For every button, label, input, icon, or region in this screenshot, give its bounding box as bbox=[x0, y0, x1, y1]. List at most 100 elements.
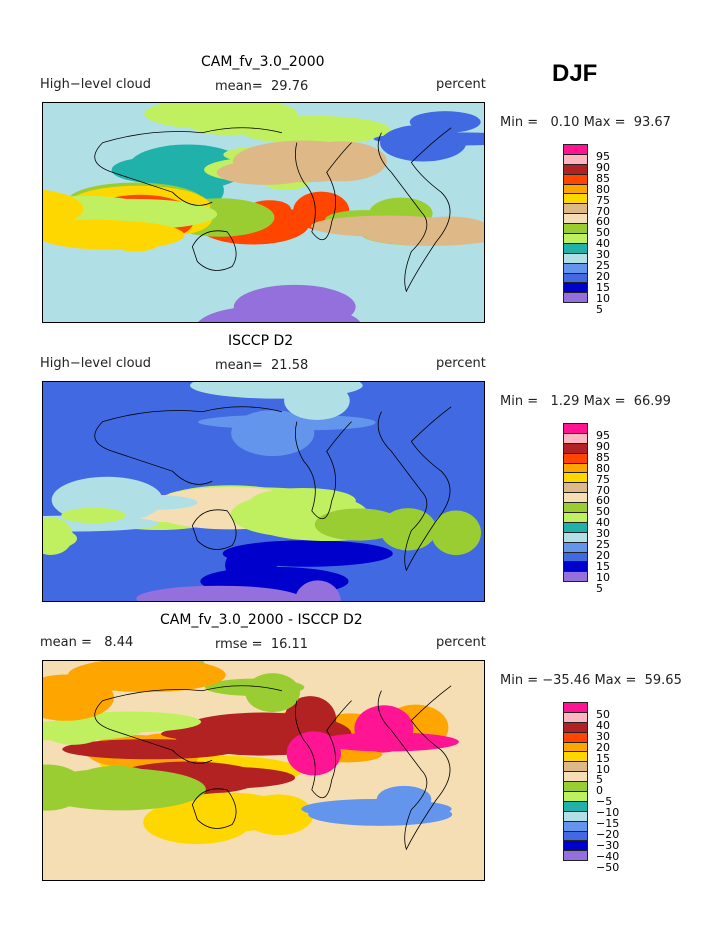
contour-map bbox=[42, 660, 485, 881]
contour-region bbox=[376, 785, 432, 813]
coastlines bbox=[94, 685, 452, 851]
colorbar-level-label: −30 bbox=[596, 838, 620, 852]
colorbar-level-label: 95 bbox=[596, 150, 610, 163]
colorbar-level-label: −20 bbox=[596, 827, 620, 841]
colorbar-level-label: 5 bbox=[596, 773, 603, 787]
contour-region bbox=[58, 711, 202, 733]
colorbar-level-label: 75 bbox=[596, 193, 610, 207]
colorbar-level-label: 0 bbox=[596, 784, 603, 798]
colorbar-level-label: 30 bbox=[596, 527, 610, 541]
mean-label: mean= 29.76 bbox=[215, 79, 309, 94]
colorbar bbox=[563, 702, 588, 862]
colorbar-level-label: 10 bbox=[596, 570, 610, 584]
contour-region bbox=[232, 140, 375, 183]
colorbar-level-label: 15 bbox=[596, 280, 610, 294]
colorbar-level-label: 5 bbox=[596, 581, 603, 595]
colorbar-level-label: 90 bbox=[596, 160, 610, 174]
contour-region bbox=[190, 382, 363, 399]
contour-region bbox=[314, 508, 403, 541]
contour-region bbox=[61, 507, 126, 524]
colorbar bbox=[563, 144, 588, 304]
colorbar-level-label: −15 bbox=[596, 817, 620, 830]
contour-region bbox=[243, 794, 314, 836]
contour-region bbox=[225, 546, 277, 584]
colorbar-swatch bbox=[563, 571, 588, 583]
colorbar-level-label: 10 bbox=[596, 762, 610, 776]
colorbar-level-label: 80 bbox=[596, 461, 610, 475]
colorbar-level-label: 20 bbox=[596, 269, 610, 283]
colorbar-level-label: 50 bbox=[596, 708, 610, 721]
contour-region bbox=[43, 189, 84, 228]
colorbar-level-label: 15 bbox=[596, 751, 610, 765]
variable-label: mean = 8.44 bbox=[40, 635, 134, 650]
units-label: percent bbox=[436, 356, 486, 371]
contour-region bbox=[143, 800, 251, 845]
colorbar-level-label: 80 bbox=[596, 182, 610, 196]
contour-region bbox=[380, 124, 467, 162]
colorbar-level-label: −10 bbox=[596, 806, 620, 820]
colorbar-level-label: 95 bbox=[596, 429, 610, 442]
colorbar-level-label: 25 bbox=[596, 538, 610, 551]
coastlines bbox=[94, 406, 452, 572]
colorbar-swatch bbox=[563, 850, 588, 862]
contour-region bbox=[43, 517, 73, 555]
colorbar-level-label: 50 bbox=[596, 226, 610, 240]
coastlines bbox=[94, 127, 452, 293]
panel-title: CAM_fv_3.0_2000 bbox=[201, 54, 325, 70]
variable-label: High−level cloud bbox=[40, 356, 152, 371]
contour-map bbox=[42, 381, 485, 602]
colorbar-level-label: 75 bbox=[596, 472, 610, 486]
colorbar-level-label: 15 bbox=[596, 559, 610, 573]
colorbar-level-label: 90 bbox=[596, 439, 610, 453]
colorbar-level-label: 85 bbox=[596, 171, 610, 185]
contour-region bbox=[118, 495, 198, 510]
colorbar bbox=[563, 423, 588, 583]
colorbar-level-label: 60 bbox=[596, 215, 610, 229]
mean-label: mean= 21.58 bbox=[215, 358, 309, 373]
min-max-label: Min = −35.46 Max = 59.65 bbox=[500, 673, 682, 688]
contour-region bbox=[316, 732, 459, 752]
colorbar-level-label: 85 bbox=[596, 450, 610, 464]
colorbar-level-label: 30 bbox=[596, 248, 610, 262]
mean-label: rmse = 16.11 bbox=[215, 637, 309, 652]
contour-region bbox=[67, 661, 226, 693]
colorbar-swatch bbox=[563, 292, 588, 304]
contour-region bbox=[308, 802, 453, 826]
season-label: DJF bbox=[552, 60, 598, 87]
contour-region bbox=[220, 305, 361, 322]
colorbar-level-label: 30 bbox=[596, 729, 610, 743]
panel-title: ISCCP D2 bbox=[228, 333, 294, 349]
contour-region bbox=[364, 225, 484, 246]
colorbar-level-label: 70 bbox=[596, 483, 610, 497]
colorbar-level-label: 5 bbox=[596, 302, 603, 316]
contour-region bbox=[136, 585, 302, 601]
colorbar-level-label: 60 bbox=[596, 494, 610, 508]
contour-region bbox=[294, 580, 341, 601]
min-max-label: Min = 1.29 Max = 66.99 bbox=[500, 394, 671, 409]
colorbar-level-label: 40 bbox=[596, 237, 610, 251]
colorbar-level-label: −40 bbox=[596, 849, 620, 863]
contour-region bbox=[431, 510, 482, 556]
contour-region bbox=[245, 673, 300, 713]
contour-region bbox=[231, 410, 315, 457]
colorbar-level-label: 70 bbox=[596, 204, 610, 218]
colorbar-level-label: 25 bbox=[596, 259, 610, 272]
colorbar-level-label: −5 bbox=[596, 795, 613, 809]
colorbar-level-label: 20 bbox=[596, 740, 610, 754]
colorbar-level-label: −50 bbox=[596, 860, 620, 874]
min-max-label: Min = 0.10 Max = 93.67 bbox=[500, 115, 671, 130]
variable-label: High−level cloud bbox=[40, 77, 152, 92]
colorbar-level-label: 40 bbox=[596, 718, 610, 732]
contour-region bbox=[43, 219, 154, 237]
contour-map bbox=[42, 102, 485, 323]
units-label: percent bbox=[436, 77, 486, 92]
contour-region bbox=[73, 765, 159, 800]
colorbar-level-label: 50 bbox=[596, 505, 610, 519]
contour-region bbox=[111, 157, 196, 183]
colorbar-level-label: 10 bbox=[596, 291, 610, 305]
panel-title: CAM_fv_3.0_2000 - ISCCP D2 bbox=[160, 612, 363, 628]
units-label: percent bbox=[436, 635, 486, 650]
colorbar-level-label: 40 bbox=[596, 516, 610, 530]
contour-region bbox=[186, 107, 271, 136]
colorbar-level-label: 20 bbox=[596, 548, 610, 562]
